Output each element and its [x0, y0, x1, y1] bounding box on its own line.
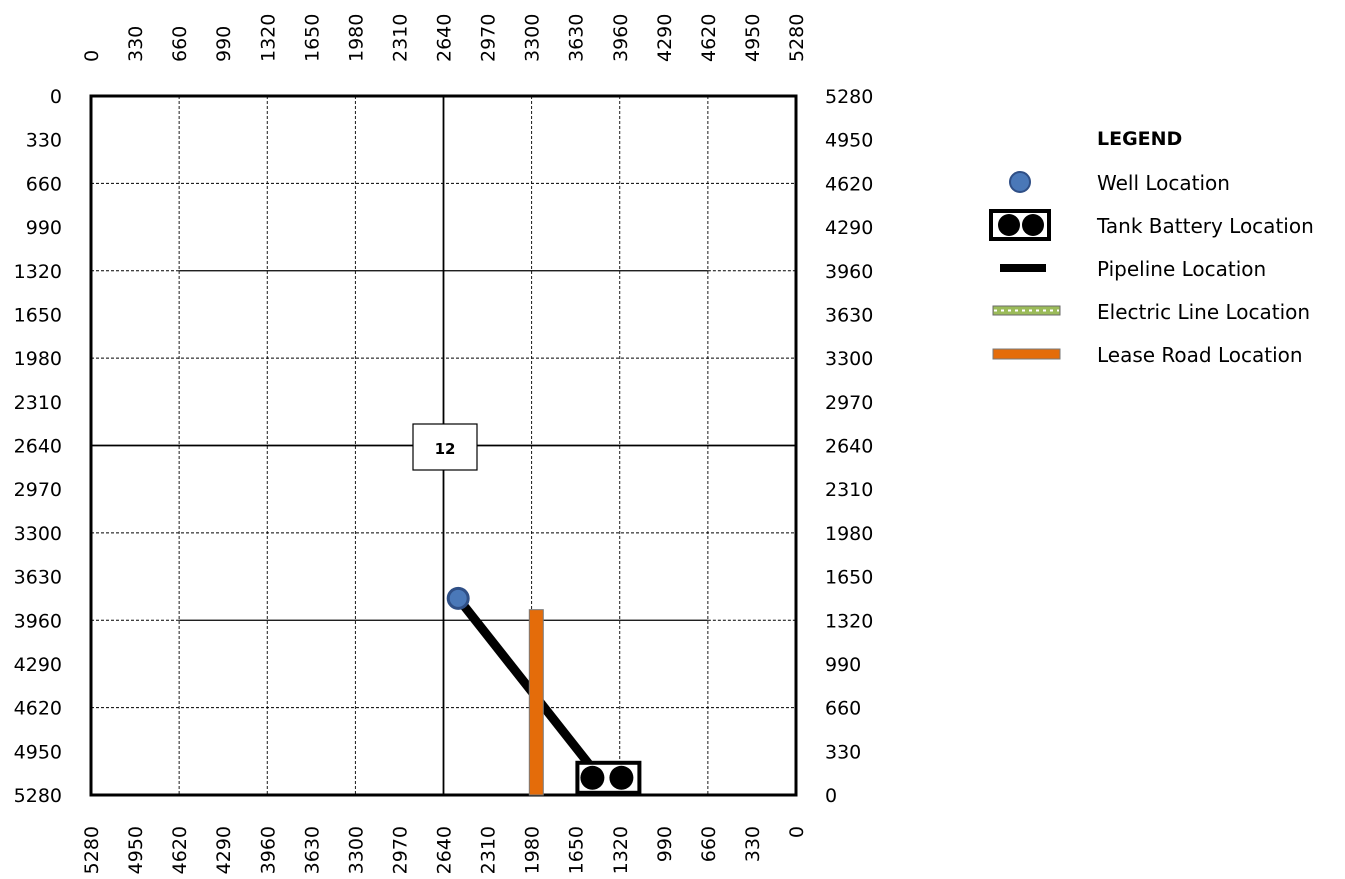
section-number: 12	[435, 440, 456, 458]
axis-label-bottom: 990	[654, 826, 676, 862]
axis-label-left: 1650	[14, 304, 62, 326]
legend-item-tank-battery: Tank Battery Location	[980, 209, 1345, 241]
axis-label-bottom: 1980	[522, 826, 544, 874]
axis-label-left: 2970	[14, 479, 62, 501]
axis-label-right: 2640	[825, 436, 873, 458]
axis-label-right: 1980	[825, 523, 873, 545]
axis-label-top: 2310	[389, 14, 411, 62]
axis-label-bottom: 2640	[434, 826, 456, 874]
tank-battery-icon	[989, 209, 1051, 241]
axis-label-bottom: 1320	[610, 826, 632, 874]
axis-label-right: 660	[825, 698, 861, 720]
axis-label-right: 0	[825, 785, 837, 807]
axis-label-bottom: 4290	[213, 826, 235, 874]
axis-label-left: 1320	[14, 261, 62, 283]
pipeline-line-icon	[1000, 264, 1046, 272]
section-grid	[89, 94, 798, 797]
tank-battery	[575, 760, 642, 795]
axis-label-top: 2970	[478, 14, 500, 62]
axis-label-right: 2970	[825, 392, 873, 414]
axis-label-top: 660	[169, 26, 191, 62]
axis-label-left: 1980	[14, 348, 62, 370]
legend-label-pipeline: Pipeline Location	[1097, 257, 1267, 281]
well-location	[446, 586, 470, 610]
axis-label-left: 3300	[14, 523, 62, 545]
section-number-box	[412, 423, 478, 471]
axis-label-top: 3960	[610, 14, 632, 62]
axis-label-left: 990	[26, 217, 62, 239]
axis-label-right: 3300	[825, 348, 873, 370]
axis-label-top: 1980	[345, 14, 367, 62]
axis-label-bottom: 0	[786, 826, 808, 838]
legend-label-electric-line: Electric Line Location	[1097, 300, 1311, 324]
axis-label-top: 2640	[434, 14, 456, 62]
axis-label-top: 3300	[522, 14, 544, 62]
tank-left	[580, 765, 605, 790]
tank-right	[609, 765, 634, 790]
section-boundary	[89, 94, 798, 797]
axis-label-bottom: 3960	[257, 826, 279, 874]
axis-label-top: 3630	[566, 14, 588, 62]
axis-label-left: 330	[26, 130, 62, 152]
legend-item-electric-line: Electric Line Location	[980, 295, 1345, 327]
legend-item-lease-road: Lease Road Location	[980, 338, 1345, 370]
axis-label-top: 4290	[654, 14, 676, 62]
legend-label-well: Well Location	[1097, 171, 1230, 195]
axis-label-right: 990	[825, 654, 861, 676]
axis-label-bottom: 4620	[169, 826, 191, 874]
lease-road	[528, 609, 544, 796]
axis-label-left: 2310	[14, 392, 62, 414]
axis-label-top: 1650	[301, 14, 323, 62]
axis-label-top: 4620	[698, 14, 720, 62]
axis-label-bottom: 660	[698, 826, 720, 862]
legend-label-lease-road: Lease Road Location	[1097, 343, 1303, 367]
axis-label-top: 4950	[742, 14, 764, 62]
legend-item-well: Well Location	[980, 166, 1345, 198]
axis-label-right: 1650	[825, 567, 873, 589]
map-features	[446, 586, 642, 796]
axis-label-bottom: 330	[742, 826, 764, 862]
axis-label-right: 5280	[825, 86, 873, 108]
axis-label-bottom: 1650	[566, 826, 588, 874]
axis-label-top: 1320	[257, 14, 279, 62]
lease-road-icon	[992, 348, 1061, 360]
axis-label-right: 2310	[825, 479, 873, 501]
axis-label-right: 3960	[825, 261, 873, 283]
axis-label-left: 4620	[14, 698, 62, 720]
axis-label-bottom: 4950	[125, 826, 147, 874]
axis-label-bottom: 5280	[81, 826, 103, 874]
axis-label-left: 4290	[14, 654, 62, 676]
legend-item-pipeline: Pipeline Location	[980, 252, 1345, 284]
axis-label-bottom: 3630	[301, 826, 323, 874]
axis-label-left: 660	[26, 173, 62, 195]
axis-label-bottom: 2970	[389, 826, 411, 874]
electric-line-icon	[992, 305, 1061, 316]
axis-label-top: 0	[81, 50, 103, 62]
axis-label-bottom: 3300	[345, 826, 367, 874]
section-label-box: 12	[412, 423, 478, 471]
axis-label-right: 330	[825, 741, 861, 763]
axis-label-left: 0	[50, 86, 62, 108]
well-dot-icon	[1009, 171, 1031, 193]
axis-label-top: 990	[213, 26, 235, 62]
axis-label-right: 4290	[825, 217, 873, 239]
axis-label-bottom: 2310	[478, 826, 500, 874]
legend-label-tank-battery: Tank Battery Location	[1097, 214, 1314, 238]
axis-label-left: 4950	[14, 741, 62, 763]
axis-label-right: 4950	[825, 130, 873, 152]
axis-label-left: 3630	[14, 567, 62, 589]
axis-label-left: 3960	[14, 610, 62, 632]
axis-label-right: 3630	[825, 304, 873, 326]
legend-title: LEGEND	[1097, 128, 1183, 150]
axis-label-right: 4620	[825, 173, 873, 195]
axis-label-top: 330	[125, 26, 147, 62]
axis-label-left: 2640	[14, 436, 62, 458]
axis-label-right: 1320	[825, 610, 873, 632]
axis-label-left: 5280	[14, 785, 62, 807]
axis-label-top: 5280	[786, 14, 808, 62]
axis-labels: 0 330 660 990 1320 1650 1980 2310 2640 2970 3300 36…	[14, 14, 874, 875]
